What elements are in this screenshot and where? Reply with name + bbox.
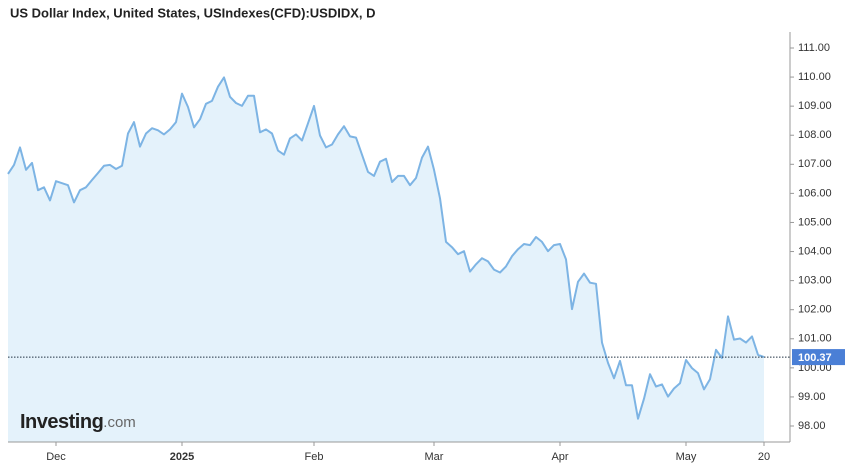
current-price-box (792, 349, 845, 366)
y-tick-label: 109.00 (798, 100, 832, 112)
y-tick-label: 107.00 (798, 158, 832, 170)
x-tick-label: Dec (46, 451, 66, 463)
y-tick-label: 111.00 (798, 42, 830, 54)
y-tick-label: 103.00 (798, 275, 832, 287)
chart-title: US Dollar Index, United States, USIndexe… (10, 5, 376, 20)
plot-area (7, 76, 765, 443)
x-tick-label: Apr (551, 451, 568, 463)
x-tick-label: 20 (758, 451, 770, 463)
y-tick-label: 102.00 (798, 304, 832, 316)
watermark-brand: Investing (20, 411, 103, 433)
x-tick-label: 2025 (170, 451, 194, 463)
y-tick-label: 98.00 (798, 420, 826, 432)
price-line (7, 76, 765, 420)
y-tick-label: 106.00 (798, 187, 832, 199)
y-tick-label: 108.00 (798, 129, 832, 141)
watermark-suffix: .com (103, 414, 136, 431)
y-tick-label: 104.00 (798, 245, 832, 257)
x-tick-label: Feb (305, 451, 324, 463)
watermark: Investing.com (20, 411, 136, 433)
x-tick-label: Mar (425, 451, 444, 463)
y-tick-label: 105.00 (798, 216, 832, 228)
y-tick-label: 110.00 (798, 71, 831, 83)
y-tick-label: 101.00 (798, 333, 832, 345)
y-tick-label: 99.00 (798, 391, 826, 403)
x-tick-label: May (676, 451, 697, 463)
current-price-label: 100.37 (798, 352, 832, 364)
area-fill (8, 77, 764, 443)
